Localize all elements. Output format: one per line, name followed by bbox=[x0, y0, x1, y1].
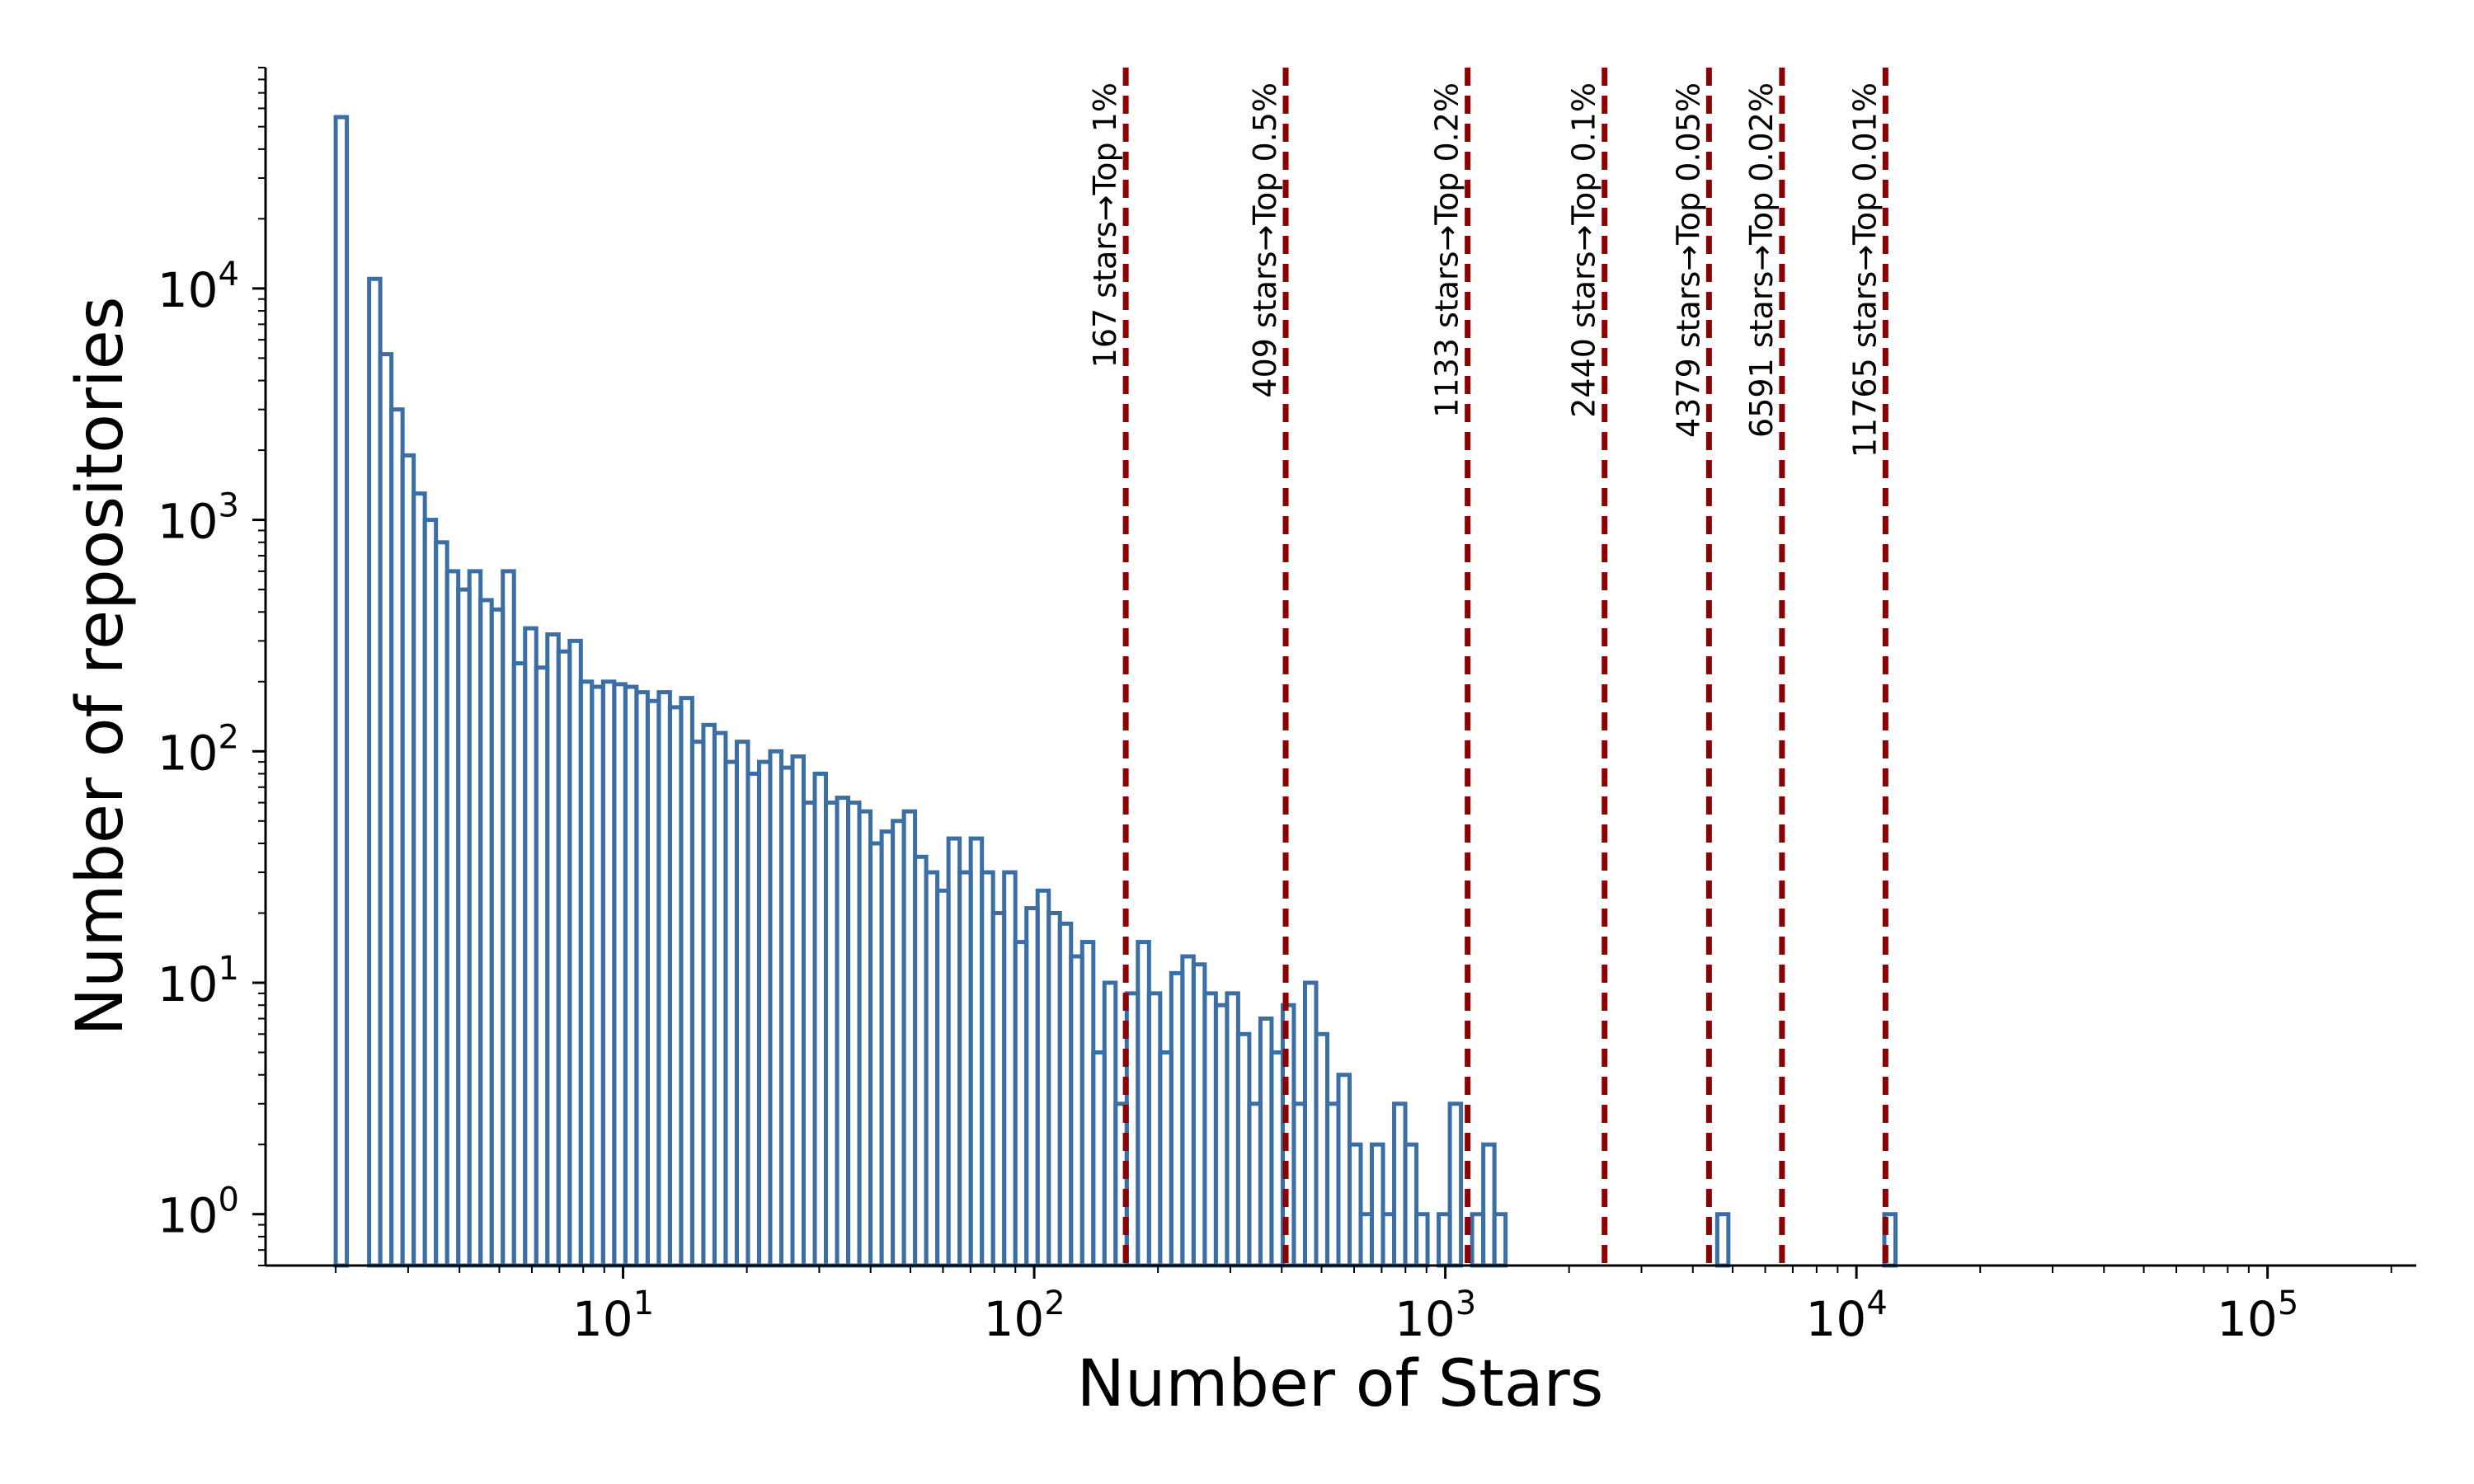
threshold-label: 4379 stars→Top 0.05% bbox=[1670, 82, 1706, 438]
threshold-label: 1133 stars→Top 0.2% bbox=[1429, 82, 1465, 418]
x-tick-label: 102 bbox=[983, 1284, 1065, 1347]
threshold-label: 167 stars→Top 1% bbox=[1087, 82, 1123, 368]
y-axis-title: Number of repositories bbox=[63, 297, 138, 1036]
threshold-label: 11765 stars→Top 0.01% bbox=[1846, 82, 1883, 458]
histogram-bar bbox=[1714, 1212, 1731, 1268]
y-tick-label: 101 bbox=[158, 950, 239, 1012]
histogram-bar bbox=[1447, 1101, 1464, 1268]
threshold-lines: 167 stars→Top 1% 409 stars→Top 0.5% 1133 s… bbox=[1087, 68, 1888, 1266]
y-tick-label: 100 bbox=[158, 1181, 239, 1244]
x-tick-label: 101 bbox=[572, 1284, 654, 1347]
y-tick-label: 104 bbox=[158, 256, 239, 318]
x-axis-title: Number of Stars bbox=[1077, 1347, 1604, 1421]
histogram-bar bbox=[333, 115, 350, 1268]
threshold-label: 6591 stars→Top 0.02% bbox=[1743, 82, 1780, 438]
histogram-bar bbox=[1414, 1212, 1430, 1268]
threshold-label: 409 stars→Top 0.5% bbox=[1247, 82, 1283, 398]
histogram-bar bbox=[1492, 1212, 1508, 1268]
x-tick-label: 104 bbox=[1806, 1284, 1888, 1347]
y-tick-label: 102 bbox=[158, 718, 239, 781]
x-tick-label: 105 bbox=[2217, 1284, 2298, 1347]
y-tick-label: 103 bbox=[158, 487, 239, 550]
axes: 101 102 103 104 105 100 101 102 103 104 bbox=[158, 67, 2416, 1347]
x-tick-label: 103 bbox=[1395, 1284, 1476, 1347]
threshold-label: 2440 stars→Top 0.1% bbox=[1566, 82, 1602, 418]
